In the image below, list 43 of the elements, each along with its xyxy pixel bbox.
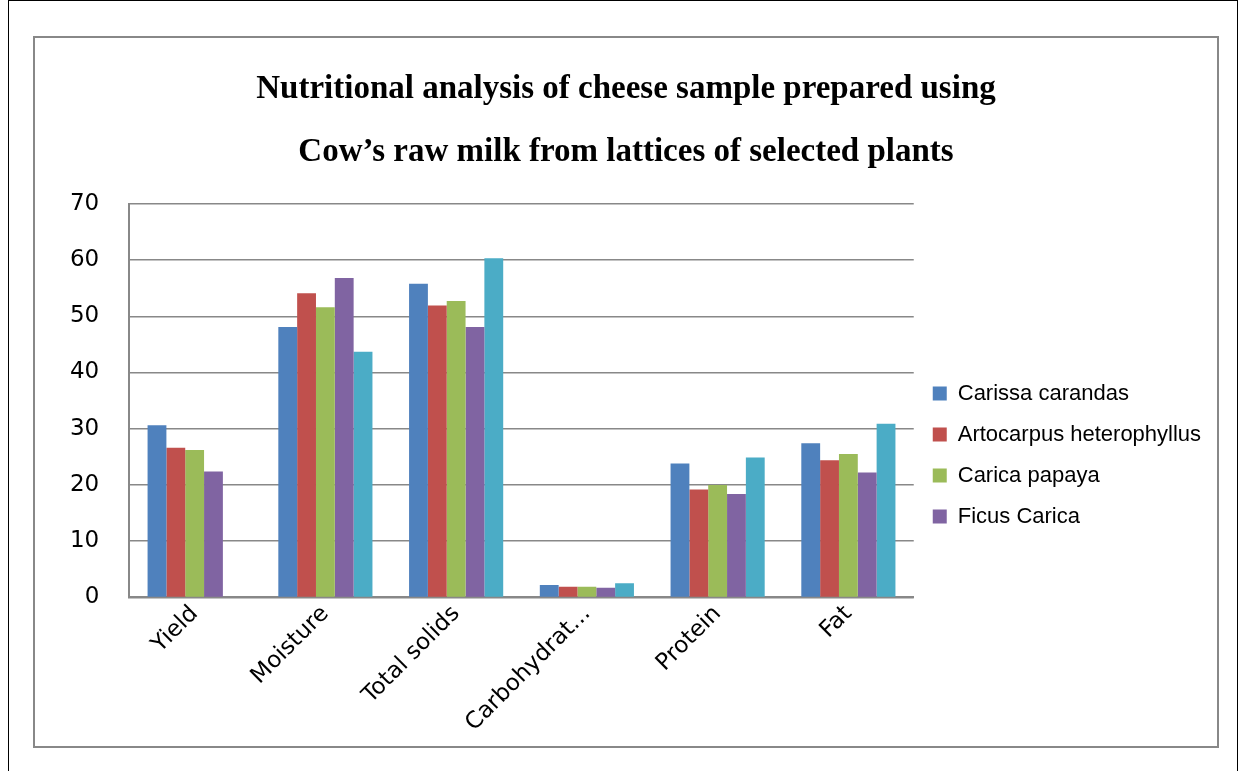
y-tick-label: 20 — [69, 469, 100, 496]
bar — [727, 493, 746, 597]
bar — [204, 471, 223, 597]
bar — [353, 351, 373, 597]
legend-label: Ficus Carica — [957, 502, 1081, 528]
bar — [278, 326, 298, 597]
bar — [427, 305, 447, 597]
bar — [558, 586, 578, 597]
bar — [801, 443, 821, 597]
y-tick-label: 10 — [69, 526, 100, 553]
bar — [708, 484, 728, 597]
y-tick-label: 70 — [69, 188, 100, 215]
bar — [615, 583, 634, 597]
bar — [446, 301, 466, 597]
bar — [147, 425, 167, 597]
bar — [689, 489, 709, 597]
bar — [465, 326, 485, 597]
bar — [820, 460, 839, 597]
bar — [409, 283, 428, 597]
bar — [185, 450, 205, 597]
bar — [334, 278, 354, 597]
bar — [670, 463, 690, 597]
bar — [166, 447, 186, 597]
y-tick-label: 40 — [69, 357, 100, 384]
legend-label: Carica papaya — [957, 461, 1101, 487]
chart-title: Nutritional analysis of cheese sample prepared using Cow’s raw milk from lattices of selected plants — [255, 68, 997, 170]
bar — [539, 585, 559, 597]
bar — [315, 307, 335, 597]
y-tick-label: 0 — [84, 582, 100, 609]
bar — [297, 293, 316, 597]
legend-label: Carissa carandas — [957, 379, 1129, 405]
bar — [745, 457, 765, 597]
bar — [577, 586, 597, 597]
y-tick-label: 30 — [69, 413, 100, 440]
bar — [876, 423, 896, 597]
x-tick-label: Fat — [813, 599, 857, 643]
bar — [484, 258, 504, 597]
y-tick-label: 50 — [69, 301, 100, 328]
legend-label: Artocarpus heterophyllus — [957, 420, 1202, 446]
bar — [596, 587, 616, 597]
bar — [857, 472, 877, 597]
y-tick-label: 60 — [69, 245, 100, 271]
bar — [838, 454, 858, 597]
